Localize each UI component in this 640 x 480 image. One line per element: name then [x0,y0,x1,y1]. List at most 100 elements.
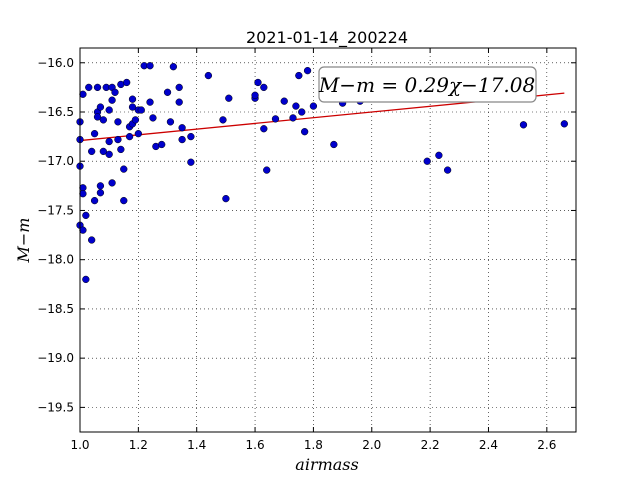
x-tick-label: 1.2 [129,438,148,452]
data-point [134,130,143,138]
x-tick-label: 2.4 [479,438,498,452]
data-point [79,190,87,198]
data-point [114,118,122,126]
data-point [260,83,268,92]
x-tick-labels: 1.0 1.2 1.4 1.6 1.8 2.0 2.2 2.4 2.6 [70,438,556,452]
data-point [187,158,195,166]
data-point [271,115,280,123]
data-point [90,196,99,205]
y-axis-label: M−m [14,218,33,264]
data-point [204,71,213,80]
data-point [222,194,230,203]
data-point [175,98,183,106]
data-point [128,103,137,111]
y-tick-labels: −16.0 −16.5 −17.0 −17.5 −18.0 −18.5 −19.0 −19.5 [37,56,74,415]
data-point [88,236,96,244]
y-tick-label: −17.0 [37,154,74,168]
data-point [79,90,87,98]
y-tick-label: −18.5 [37,302,74,316]
data-point [111,88,119,96]
data-point [105,137,113,146]
fit-equation: M−m = 0.29χ−17.08 [318,73,535,97]
y-tick-label: −18.0 [37,253,74,267]
data-point [120,196,128,205]
data-point [178,124,186,132]
data-point [443,166,452,174]
data-point [301,128,309,136]
data-point [423,157,431,165]
data-points [76,62,568,284]
data-point [128,95,137,103]
x-axis-label: airmass [295,455,358,474]
x-tick-label: 2.6 [537,438,556,452]
data-point [79,226,87,234]
y-tick-label: −19.0 [37,351,74,365]
data-point [123,78,131,87]
y-tick-label: −19.5 [37,400,74,414]
x-tick-label: 1.0 [70,438,89,452]
data-point [519,121,528,129]
data-point [99,116,107,124]
data-point [289,114,297,122]
data-point [90,130,99,138]
grid-lines [79,48,576,432]
data-point [435,151,443,159]
data-point [178,135,186,144]
x-tick-label: 1.8 [304,438,323,452]
data-point [96,103,105,111]
data-point [219,116,227,124]
data-point [93,83,102,92]
data-point [149,114,157,122]
annotation-frame [318,66,537,103]
data-point [85,83,93,92]
data-point [225,94,233,102]
data-point [114,135,122,144]
data-point [96,182,105,190]
data-point [292,102,300,110]
plot-frame [79,47,577,433]
data-point [158,140,166,149]
data-point [99,147,107,156]
data-point [560,120,568,128]
data-point [88,147,96,156]
x-tick-label: 1.6 [246,438,265,452]
data-point [263,166,271,174]
data-point [330,140,338,149]
data-point [303,66,312,75]
data-point [298,108,306,116]
data-point [280,97,288,105]
data-point [169,63,178,71]
axis-ticks [79,48,576,432]
data-point [254,78,262,87]
annotation-box: M−m = 0.29χ−17.08 [318,66,537,103]
data-point [82,275,90,284]
y-tick-label: −16.5 [37,105,74,119]
data-point [105,106,113,114]
data-point [93,113,102,121]
data-point [166,118,175,126]
y-tick-label: −16.0 [37,56,74,70]
x-tick-label: 2.0 [362,438,381,452]
data-point [163,88,172,96]
data-point [309,102,318,110]
data-point [117,145,125,154]
data-point [260,125,268,133]
data-point [105,150,113,158]
data-point [137,106,145,114]
data-point [120,165,128,173]
data-point [131,116,140,124]
data-point [96,189,105,197]
data-point [187,132,195,141]
data-point [108,179,116,187]
x-tick-label: 2.2 [421,438,440,452]
y-tick-label: −17.5 [37,203,74,217]
data-point [175,83,183,92]
data-point [251,91,259,99]
x-tick-label: 1.4 [187,438,206,452]
data-point [125,132,134,141]
data-point [108,96,116,104]
data-point [146,62,154,70]
data-point [295,71,303,80]
data-point [146,98,154,106]
